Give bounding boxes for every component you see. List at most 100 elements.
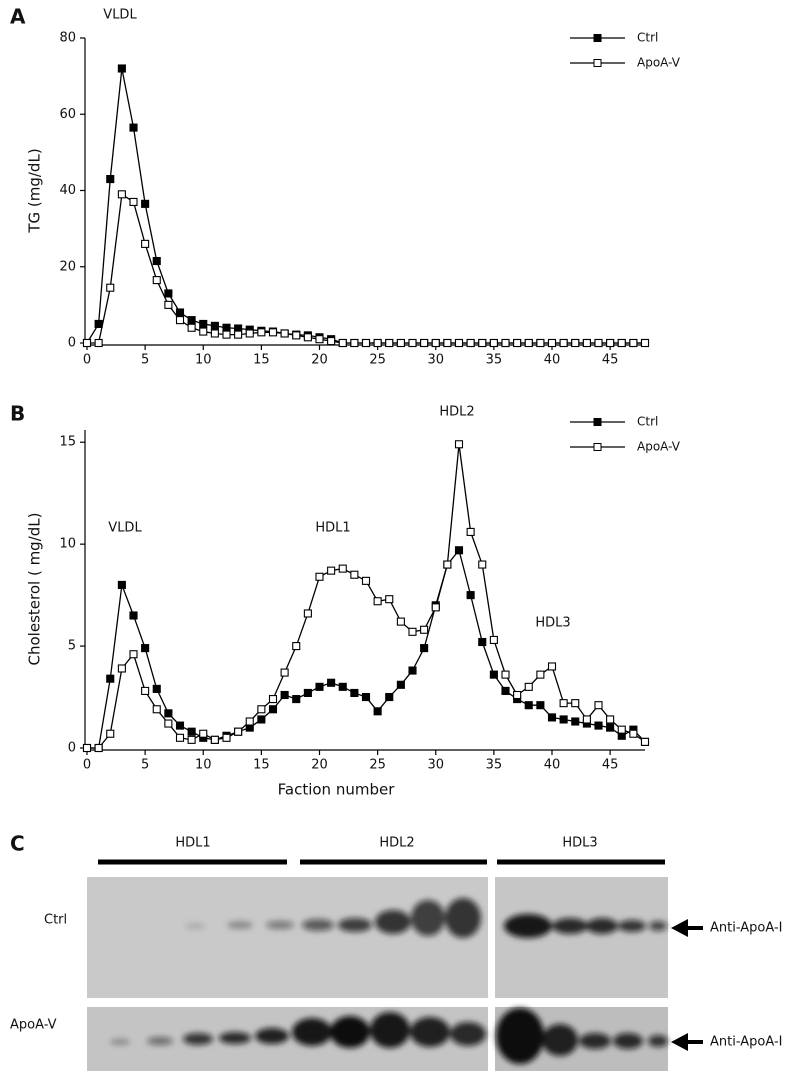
data-point — [373, 597, 382, 606]
data-point — [420, 644, 429, 653]
data-point — [187, 727, 196, 736]
group-label: HDL1 — [175, 836, 210, 851]
data-point — [164, 289, 173, 298]
data-point — [268, 695, 278, 704]
data-point — [292, 695, 301, 704]
data-point — [117, 190, 126, 199]
data-point — [385, 595, 394, 604]
data-point — [152, 256, 161, 266]
data-point — [338, 682, 347, 691]
panel-label: C — [10, 832, 25, 856]
data-point — [257, 715, 266, 724]
data-point — [524, 338, 533, 348]
x-axis-label: Faction number — [278, 781, 396, 799]
data-point — [164, 300, 173, 309]
data-point — [420, 625, 429, 634]
legend-marker — [593, 443, 602, 451]
data-point — [315, 572, 324, 581]
data-point — [408, 666, 417, 675]
data-point — [594, 338, 603, 348]
data-point — [175, 308, 185, 317]
x-tick-label: 40 — [544, 353, 561, 368]
row-label: ApoA-V — [10, 1018, 57, 1033]
x-tick-label: 20 — [311, 758, 328, 773]
data-point — [571, 699, 580, 708]
data-point — [350, 688, 359, 698]
data-point — [234, 727, 243, 736]
data-point — [210, 329, 219, 338]
arrow — [671, 919, 703, 1051]
data-point — [117, 64, 126, 73]
data-point — [606, 723, 615, 732]
data-point — [501, 338, 510, 348]
y-tick-label: 60 — [59, 107, 76, 122]
data-point — [373, 338, 382, 348]
y-tick-label: 10 — [59, 537, 76, 552]
data-point — [559, 715, 568, 724]
data-point — [175, 721, 185, 730]
annotation: VLDL — [108, 521, 142, 536]
data-point — [373, 707, 382, 716]
data-point — [361, 576, 371, 585]
x-tick-label: 5 — [141, 758, 149, 773]
x-tick-label: 0 — [83, 758, 91, 773]
data-point — [129, 611, 138, 620]
data-point — [582, 715, 591, 724]
data-point — [501, 670, 510, 679]
data-point — [268, 705, 278, 714]
data-point — [617, 725, 626, 734]
row-label: Ctrl — [44, 913, 67, 928]
x-tick-label: 25 — [369, 758, 386, 773]
data-point — [222, 323, 231, 332]
data-point — [141, 644, 150, 653]
legend-label: Ctrl — [637, 415, 658, 429]
data-point — [129, 123, 138, 132]
data-point — [106, 283, 115, 292]
data-point — [454, 338, 464, 348]
x-tick-label: 15 — [253, 758, 270, 773]
group-label: HDL2 — [379, 836, 414, 851]
data-point — [245, 329, 254, 338]
data-point — [547, 713, 557, 722]
data-point — [257, 328, 266, 337]
data-point — [280, 329, 289, 338]
data-point — [338, 564, 347, 573]
data-point — [187, 735, 196, 744]
y-axis-label: TG (mg/dL) — [26, 148, 44, 233]
legend-label: ApoA-V — [637, 56, 681, 70]
data-point — [106, 175, 115, 184]
data-point — [629, 729, 638, 738]
data-point — [559, 699, 568, 708]
x-tick-label: 30 — [427, 758, 444, 773]
data-point — [199, 729, 208, 738]
x-tick-label: 40 — [544, 758, 561, 773]
data-point — [629, 338, 638, 348]
data-point — [210, 321, 219, 330]
x-tick-label: 20 — [311, 353, 328, 368]
x-tick-label: 35 — [486, 758, 503, 773]
data-point — [513, 690, 522, 700]
data-point — [268, 328, 278, 337]
data-point — [443, 338, 452, 348]
x-tick-label: 15 — [253, 353, 270, 368]
data-point — [466, 338, 475, 348]
data-point — [141, 686, 150, 695]
data-point — [396, 617, 405, 626]
y-tick-label: 80 — [59, 31, 76, 46]
data-point — [292, 331, 301, 340]
x-tick-label: 35 — [486, 353, 503, 368]
x-tick-label: 0 — [83, 353, 91, 368]
data-point — [164, 719, 173, 728]
data-point — [129, 197, 138, 206]
data-point — [547, 338, 557, 348]
data-point — [396, 338, 405, 348]
data-point — [350, 338, 359, 348]
data-point — [327, 337, 336, 346]
axes — [84, 38, 645, 346]
data-point — [420, 338, 429, 348]
data-point — [396, 680, 405, 689]
group-label: HDL3 — [562, 836, 597, 851]
data-point — [350, 570, 359, 579]
data-point — [466, 527, 475, 536]
